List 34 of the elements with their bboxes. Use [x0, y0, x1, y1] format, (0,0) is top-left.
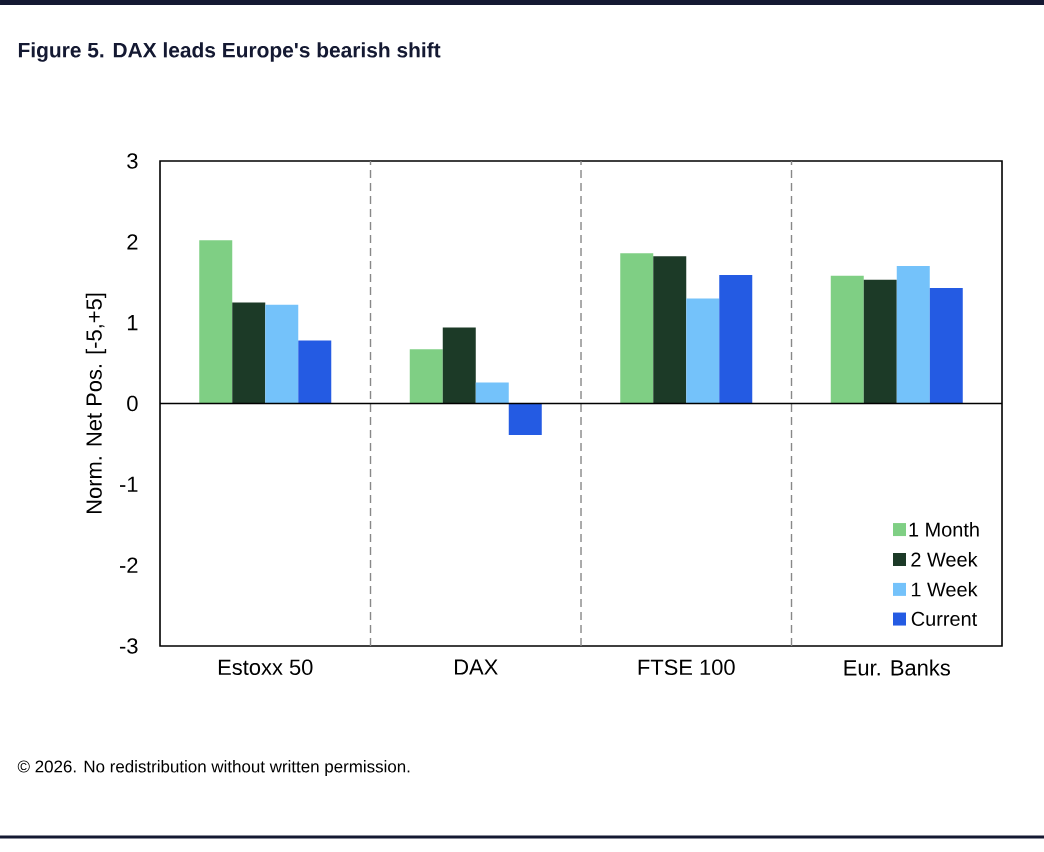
bar: [508, 403, 542, 436]
bar: [719, 274, 753, 404]
legend-label: Current: [911, 611, 978, 626]
legend-label: 2 Week: [911, 552, 978, 567]
bar: [475, 382, 509, 404]
legend-label: 1 Month: [909, 522, 979, 537]
y-tick-label: 1: [127, 315, 138, 331]
x-tick-label: FTSE 100: [638, 659, 735, 676]
bar: [620, 253, 654, 404]
bar: [929, 287, 963, 404]
bar: [199, 240, 233, 404]
text: © 2026. No redistribution without written permission.: [17, 760, 410, 776]
bar: [896, 266, 930, 404]
bar: [409, 349, 443, 404]
bar: [298, 340, 332, 404]
y-tick-label: -2: [119, 557, 138, 573]
bar: [686, 298, 720, 404]
bar: [830, 275, 864, 404]
chart-title: Figure 5. DAX leads Europe's bearish shift: [18, 42, 441, 62]
y-tick-label: -1: [119, 476, 138, 492]
y-tick-label: 3: [127, 153, 138, 169]
bar: [265, 304, 299, 404]
legend-label: 1 Week: [911, 581, 978, 597]
y-tick-label: 0: [127, 395, 138, 412]
x-tick-label: DAX: [455, 659, 498, 675]
bar: [653, 256, 687, 404]
x-tick-label: Eur. Banks: [844, 659, 950, 676]
bar: [232, 302, 266, 404]
x-tick-label: Estoxx 50: [218, 659, 313, 676]
y-tick-label: 2: [127, 234, 138, 250]
bar: [863, 279, 897, 404]
y-tick-label: -3: [119, 638, 138, 654]
y-axis-title: Norm. Net Pos. [-5,+5]: [85, 293, 107, 514]
bar: [442, 327, 476, 404]
